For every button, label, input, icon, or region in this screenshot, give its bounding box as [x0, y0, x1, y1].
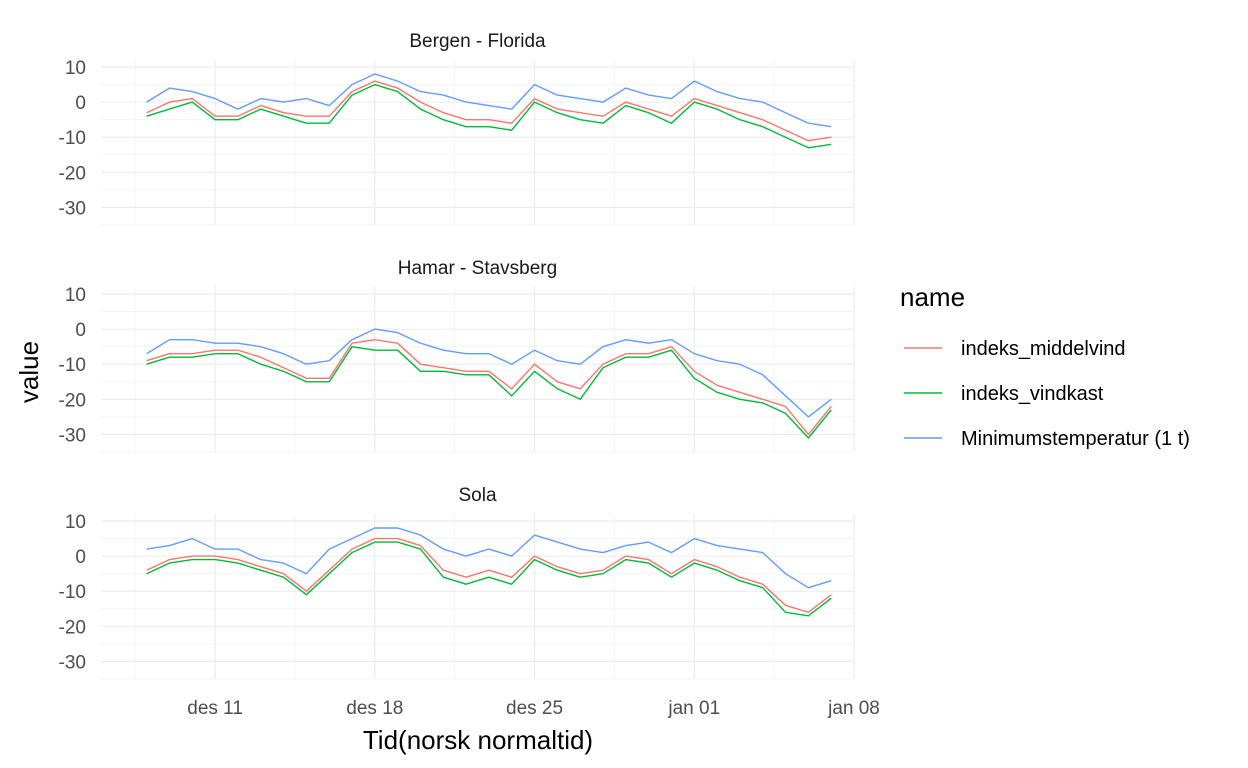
- series-line: [146, 346, 832, 439]
- y-tick-label: -20: [59, 617, 86, 638]
- x-tick-label: des 11: [187, 698, 243, 719]
- y-tick-label: -10: [59, 128, 86, 149]
- y-tick-label: -20: [59, 163, 86, 184]
- series-line: [146, 83, 832, 149]
- y-tick-label: 10: [65, 512, 86, 533]
- legend: name indeks_middelvind indeks_vindkast Min…: [900, 282, 1190, 450]
- legend-title: name: [900, 282, 965, 312]
- series-line: [146, 541, 832, 617]
- series-line: [146, 73, 832, 128]
- facet-panels: 10 0 -10 -20 -30 Bergen - Florida 10 0 -10 -20 -30…: [59, 31, 855, 680]
- facet-title: Sola: [458, 485, 496, 506]
- series-line: [146, 339, 832, 436]
- y-tick-label: 0: [75, 547, 86, 568]
- facet-panel: 10 0 -10 -20 -30 Bergen - Florida: [59, 31, 855, 226]
- y-tick-label: 10: [65, 58, 86, 79]
- x-axis-tick-labels: des 11 des 18 des 25 jan 01 jan 08: [187, 698, 880, 719]
- y-tick-label: 10: [65, 285, 86, 306]
- y-tick-label: 0: [75, 93, 86, 114]
- y-tick-label: -30: [59, 652, 86, 673]
- legend-label: Minimumstemperatur (1 t): [961, 428, 1190, 450]
- x-tick-label: des 18: [346, 698, 403, 719]
- x-tick-label: des 25: [506, 698, 563, 719]
- legend-label: indeks_vindkast: [961, 383, 1104, 405]
- series-line: [146, 80, 832, 142]
- series-line: [146, 328, 832, 418]
- facet-panel: 10 0 -10 -20 -30 Hamar - Stavsberg: [59, 258, 855, 453]
- y-tick-label: -30: [59, 198, 86, 219]
- y-tick-label: -20: [59, 390, 86, 411]
- y-tick-label: -10: [59, 582, 86, 603]
- series-line: [146, 537, 832, 613]
- x-tick-label: jan 08: [827, 698, 880, 719]
- y-tick-label: 0: [75, 320, 86, 341]
- legend-label: indeks_middelvind: [961, 338, 1126, 360]
- y-tick-label: -10: [59, 355, 86, 376]
- facet-title: Bergen - Florida: [409, 31, 546, 52]
- x-tick-label: jan 01: [667, 698, 720, 719]
- series-line: [146, 527, 832, 589]
- y-axis-title: value: [14, 341, 44, 403]
- y-tick-label: -30: [59, 425, 86, 446]
- facet-title: Hamar - Stavsberg: [398, 258, 557, 279]
- facet-panel: 10 0 -10 -20 -30 Sola: [59, 485, 855, 680]
- x-axis-title: Tid(norsk normaltid): [363, 725, 593, 755]
